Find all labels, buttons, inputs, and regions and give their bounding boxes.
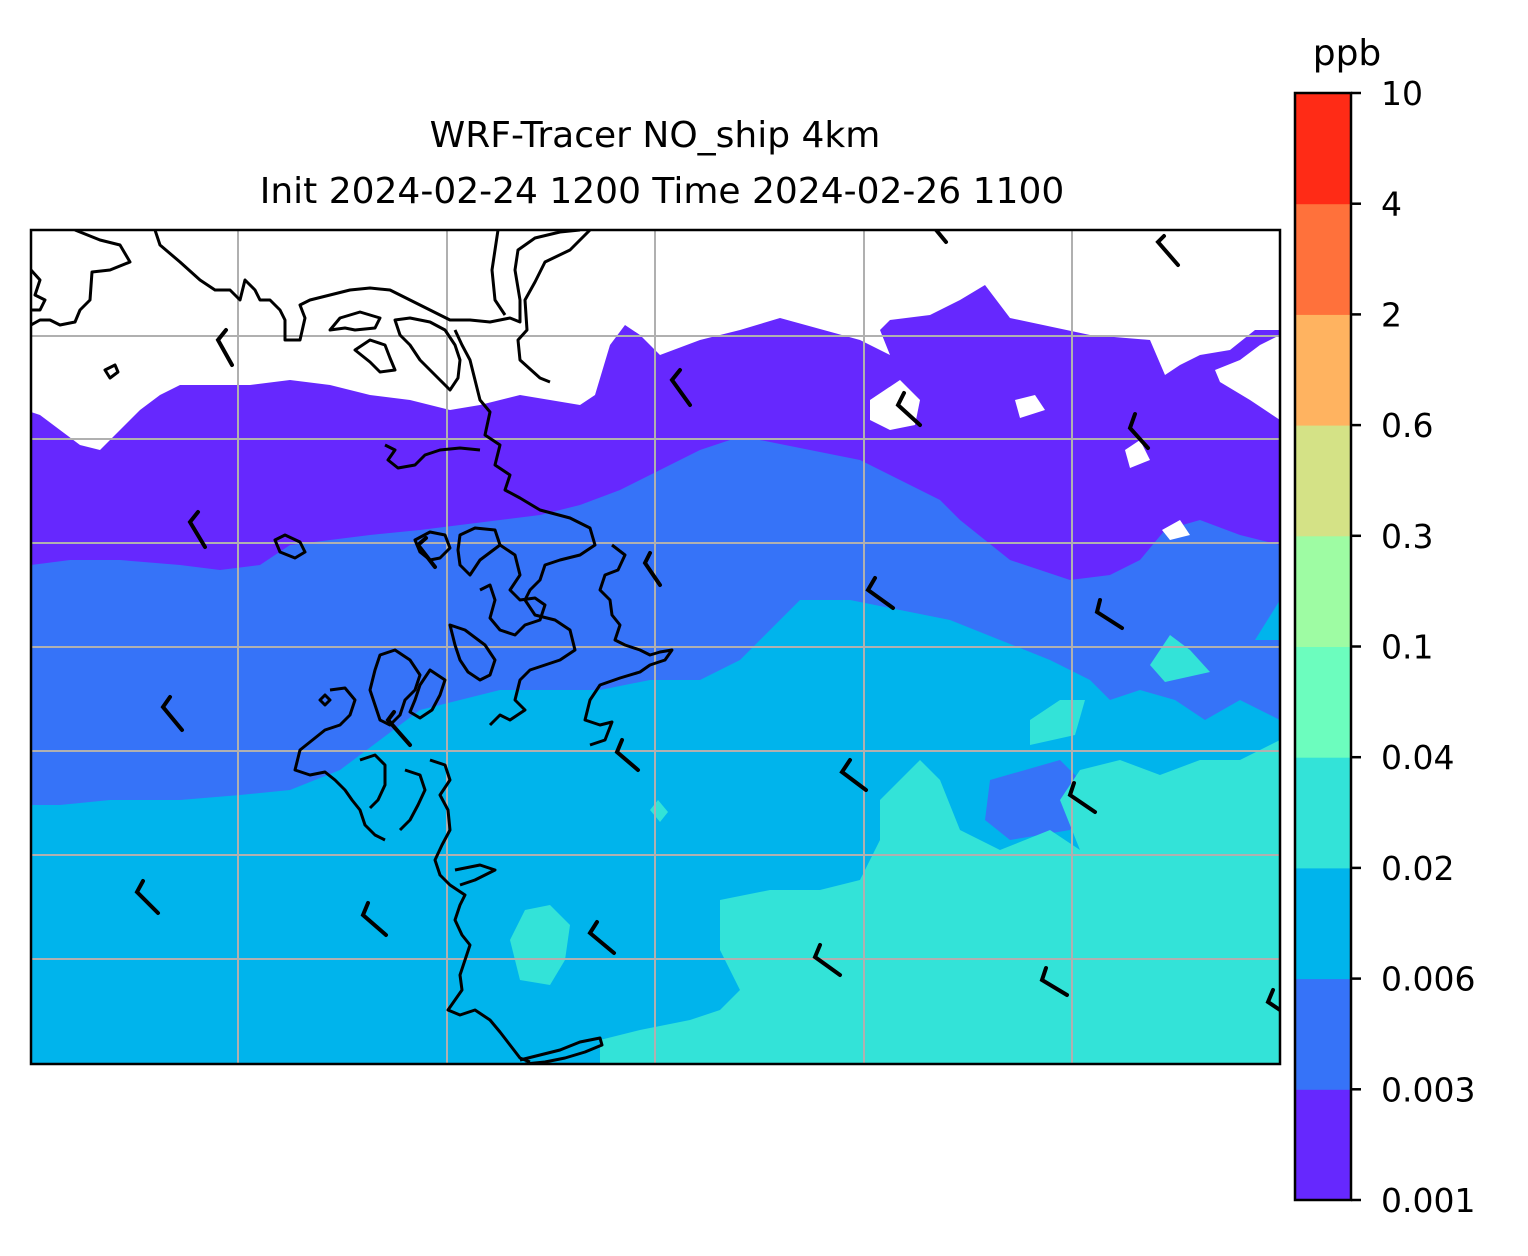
colorbar-band: [1295, 535, 1351, 647]
colorbar-band: [1295, 978, 1351, 1090]
wind-barb: [1039, 966, 1069, 997]
colorbar-tick-label: 10: [1381, 74, 1423, 113]
colorbar-ticks: 0.001 0.003 0.006 0.02 0.04 0.1 0.3 0.6 2 4 10: [1351, 74, 1475, 1220]
wind-barb: [642, 551, 662, 587]
wind-barb: [839, 758, 868, 792]
colorbar-tick-label: 0.6: [1381, 406, 1433, 445]
colorbar-tick-label: 0.006: [1381, 960, 1475, 999]
colorbar-tick-label: 0.3: [1381, 517, 1433, 556]
map-frame: [29, 228, 1282, 1066]
chart-title-line2: Init 2024-02-24 1200 Time 2024-02-26 110…: [260, 171, 1065, 212]
colorbar-tick-label: 4: [1381, 185, 1402, 224]
wind-barb: [933, 230, 948, 244]
colorbar-bands: [1295, 93, 1351, 1201]
colorbar-band: [1295, 93, 1351, 205]
wind-barb: [187, 510, 207, 549]
wind-barb: [812, 943, 842, 977]
wind-barbs: [134, 230, 1280, 1012]
colorbar-band: [1295, 646, 1351, 758]
wind-barb: [134, 879, 160, 915]
contour-level-0.02-patch: [510, 905, 570, 985]
wind-barb: [385, 710, 412, 747]
wind-barb: [1265, 988, 1280, 1012]
coastline: [31, 230, 674, 1064]
gridlines: [31, 230, 1280, 1064]
no-data-patch: [1162, 520, 1190, 540]
colorbar-band: [1295, 203, 1351, 315]
colorbar-band: [1295, 425, 1351, 537]
wind-barb: [669, 368, 692, 407]
chart-title-line1: WRF-Tracer NO_ship 4km: [430, 115, 881, 156]
wind-barb: [1067, 781, 1097, 814]
colorbar: ppb 0.001 0.003 0.006 0.02 0.04 0.1 0.3 0.6 2 4 10: [1293, 33, 1475, 1220]
wind-barb: [895, 391, 922, 427]
no-data-patch: [1015, 395, 1045, 418]
colorbar-band: [1295, 757, 1351, 869]
no-data-patch: [1125, 440, 1150, 468]
colorbar-tick-label: 0.003: [1381, 1070, 1475, 1109]
map-panel: [31, 230, 1280, 1064]
wind-barb: [160, 695, 184, 732]
wind-barb: [865, 576, 895, 610]
contour-level-0.003-patch: [985, 760, 1090, 840]
wind-barb: [1155, 234, 1180, 267]
no-data-patch: [1215, 335, 1280, 420]
wind-barb: [614, 738, 640, 772]
colorbar-tick-label: 0.001: [1381, 1181, 1475, 1220]
wind-barb: [1127, 412, 1150, 450]
wind-barb: [1094, 598, 1124, 630]
colorbar-band: [1295, 1089, 1351, 1201]
colorbar-tick-label: 0.02: [1381, 849, 1454, 888]
colorbar-band: [1295, 314, 1351, 426]
contour-level-0.02: [600, 740, 1280, 1064]
wind-barb: [360, 901, 388, 937]
wind-barb: [215, 328, 234, 367]
colorbar-tick-label: 2: [1381, 295, 1402, 334]
colorbar-tick-label: 0.1: [1381, 628, 1433, 667]
colorbar-tick-label: 0.04: [1381, 738, 1454, 777]
no-data-patch: [870, 380, 920, 430]
wind-barb: [415, 536, 437, 569]
colorbar-band: [1295, 867, 1351, 980]
colorbar-unit-label: ppb: [1313, 33, 1382, 74]
wind-barb: [587, 920, 616, 955]
